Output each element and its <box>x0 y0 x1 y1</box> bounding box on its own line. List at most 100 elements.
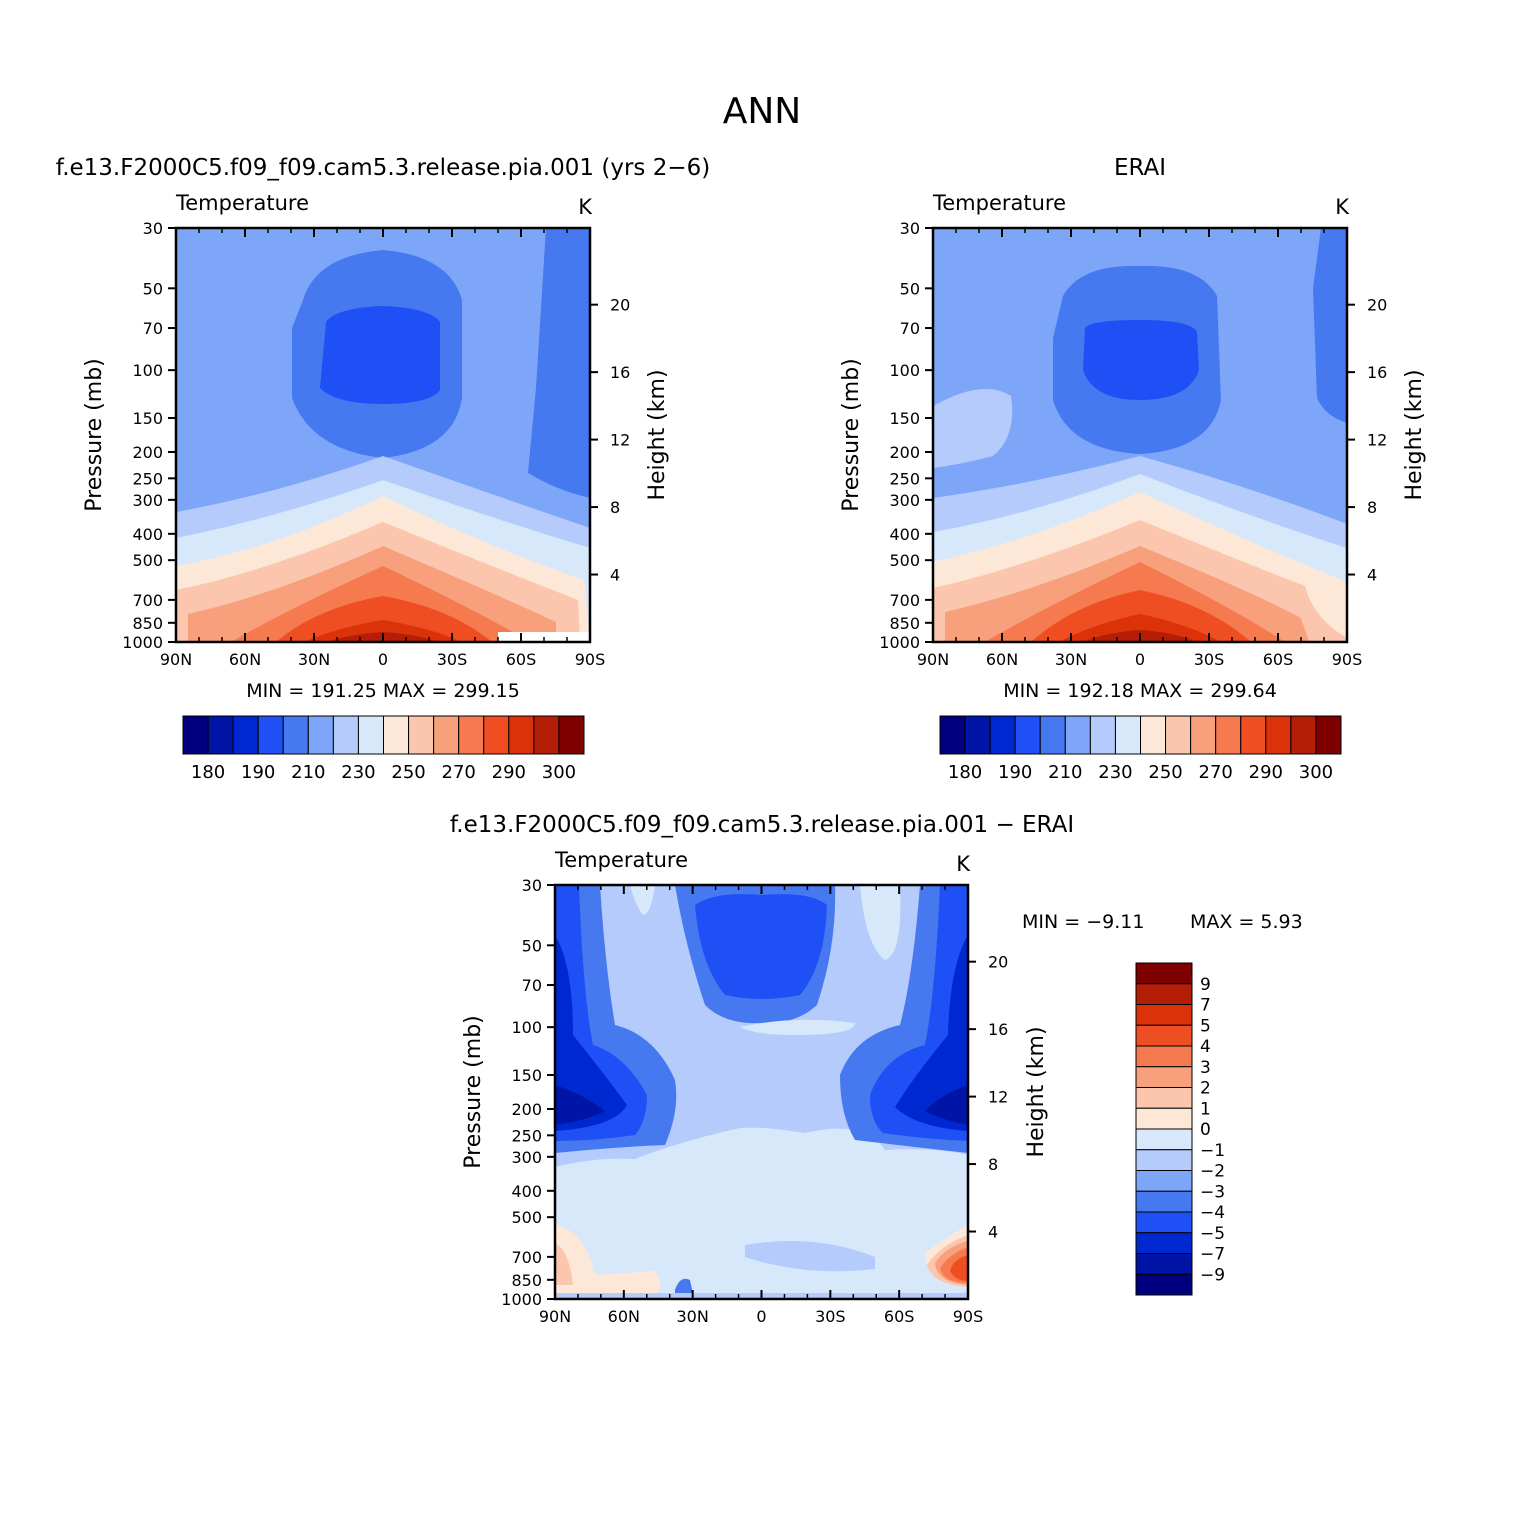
panel-title: f.e13.F2000C5.f09_f09.cam5.3.release.pia… <box>450 812 1074 838</box>
colorbar-swatch <box>1135 1232 1193 1254</box>
y-tick-label: 1000 <box>501 1290 542 1309</box>
x-tick-label: 90N <box>917 650 949 669</box>
x-tick-label: 60N <box>229 650 261 669</box>
y2-tick-label: 12 <box>1367 431 1387 450</box>
colorbar-swatch <box>182 715 209 755</box>
y-tick-label: 700 <box>132 591 163 610</box>
colorbar-label: 300 <box>542 762 576 783</box>
colorbar-label: −4 <box>1200 1203 1225 1223</box>
y-tick-label: 400 <box>511 1182 542 1201</box>
x-tick-label: 60S <box>506 650 537 669</box>
page-title: ANN <box>723 91 802 132</box>
colorbar-label: 1 <box>1200 1099 1211 1119</box>
x-tick-label: 60N <box>986 650 1018 669</box>
y-tick-label: 400 <box>889 525 920 544</box>
x-tick-label: 90S <box>953 1307 984 1326</box>
colorbar-label: 250 <box>391 762 425 783</box>
x-tick-label: 90S <box>575 650 606 669</box>
y-tick-label: 200 <box>132 443 163 462</box>
colorbar-swatch <box>989 715 1016 755</box>
y-tick-label: 1000 <box>879 633 920 652</box>
colorbar-swatch <box>1114 715 1141 755</box>
y2-tick-label: 20 <box>610 296 630 315</box>
colorbar-swatch <box>1135 1066 1193 1088</box>
y-tick-label: 850 <box>132 614 163 633</box>
y-tick-label: 300 <box>889 491 920 510</box>
y-tick-label: 1000 <box>122 633 163 652</box>
y-tick-label: 30 <box>900 219 920 238</box>
colorbar-label: 300 <box>1299 762 1333 783</box>
x-tick-label: 30S <box>437 650 468 669</box>
y2-tick-label: 4 <box>1367 566 1377 585</box>
y2-tick-label: 20 <box>1367 296 1387 315</box>
y-tick-label: 200 <box>889 443 920 462</box>
colorbar-swatch <box>939 715 966 755</box>
y-axis-title: Pressure (mb) <box>839 358 864 512</box>
panel-model: f.e13.F2000C5.f09_f09.cam5.3.release.pia… <box>56 155 710 783</box>
y-tick-label: 250 <box>511 1126 542 1145</box>
y2-tick-label: 8 <box>610 498 620 517</box>
colorbar-label: −3 <box>1200 1182 1225 1202</box>
colorbar-swatch <box>1064 715 1091 755</box>
colorbar-label: −7 <box>1200 1245 1225 1265</box>
y2-tick-label: 12 <box>610 431 630 450</box>
colorbar-label: 270 <box>1199 762 1233 783</box>
colorbar-swatch <box>1135 1211 1193 1234</box>
colorbar-swatch <box>1190 715 1217 755</box>
colorbar-swatch <box>558 715 585 755</box>
y-tick-label: 50 <box>900 279 920 298</box>
y2-tick-label: 16 <box>988 1020 1008 1039</box>
colorbar-swatch <box>433 715 460 755</box>
colorbar-swatch <box>232 715 259 755</box>
colorbar-label: 7 <box>1200 996 1211 1016</box>
colorbar-swatch <box>1135 983 1193 1005</box>
colorbar-label: 210 <box>291 762 325 783</box>
y-tick-label: 200 <box>511 1100 542 1119</box>
colorbar-swatch <box>257 715 284 755</box>
y-tick-label: 30 <box>522 876 542 895</box>
x-tick-label: 60S <box>1263 650 1294 669</box>
y-tick-label: 30 <box>143 219 163 238</box>
colorbar-swatch <box>1135 1107 1193 1130</box>
x-tick-label: 90N <box>160 650 192 669</box>
x-tick-label: 30S <box>1194 650 1225 669</box>
panel-erai: ERAI Temperature K Pressure (mb) Height … <box>839 155 1427 783</box>
variable-label: Temperature <box>932 191 1066 215</box>
colorbar-swatch <box>1265 715 1292 755</box>
y2-tick-label: 4 <box>988 1223 998 1242</box>
colorbar-label: 5 <box>1200 1016 1211 1036</box>
colorbar-swatch <box>282 715 309 755</box>
colorbar-swatch <box>1240 715 1267 755</box>
x-tick-label: 60N <box>608 1307 640 1326</box>
y2-tick-label: 8 <box>1367 498 1377 517</box>
colorbar-swatch <box>1135 1149 1193 1171</box>
y-tick-label: 100 <box>889 361 920 380</box>
y-tick-label: 700 <box>511 1248 542 1267</box>
y2-tick-label: 8 <box>988 1155 998 1174</box>
x-tick-label: 0 <box>756 1307 766 1326</box>
y-tick-label: 50 <box>143 279 163 298</box>
colorbar-swatch <box>1135 1128 1193 1151</box>
y-tick-label: 700 <box>889 591 920 610</box>
colorbar: 180 190 210 230 250 270 290 300 <box>182 715 585 783</box>
y-tick-label: 300 <box>511 1148 542 1167</box>
y-tick-label: 150 <box>889 409 920 428</box>
y2-axis-title: Height (km) <box>1024 1026 1049 1157</box>
contour-field <box>933 228 1347 642</box>
x-tick-label: 30N <box>677 1307 709 1326</box>
colorbar-swatch <box>1135 1273 1193 1296</box>
x-tick-label: 30N <box>298 650 330 669</box>
colorbar-swatch <box>1315 715 1342 755</box>
y-tick-label: 50 <box>522 936 542 955</box>
x-tick-label: 60S <box>884 1307 915 1326</box>
colorbar-label: 180 <box>191 762 225 783</box>
colorbar-label: 290 <box>1249 762 1283 783</box>
min-max-stats: MIN = 192.18 MAX = 299.64 <box>1003 680 1277 702</box>
colorbar-swatch <box>1140 715 1167 755</box>
colorbar-swatch <box>207 715 234 755</box>
colorbar-label: −1 <box>1200 1141 1225 1161</box>
colorbar-swatch <box>1135 1045 1193 1068</box>
contour-field <box>176 228 590 642</box>
y-tick-label: 150 <box>132 409 163 428</box>
x-tick-label: 0 <box>378 650 388 669</box>
